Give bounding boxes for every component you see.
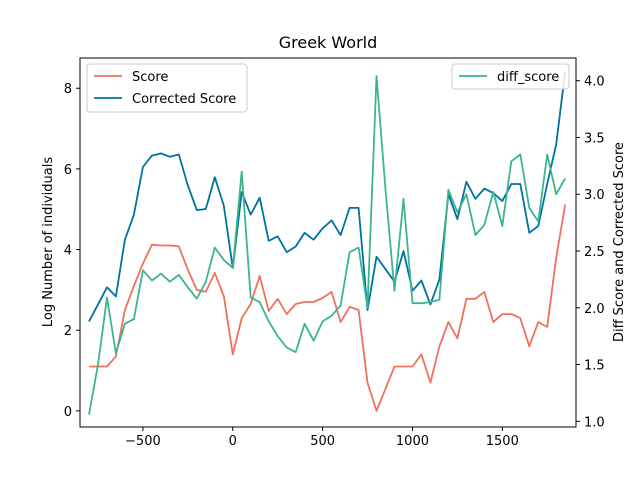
x-tick-label: 1500 bbox=[486, 434, 519, 449]
x-tick-label: −500 bbox=[125, 434, 161, 449]
y-right-tick-label: 2.0 bbox=[584, 302, 605, 317]
series-line-corrected-score bbox=[88, 71, 567, 322]
legend-diff-score-label: diff_score bbox=[497, 70, 559, 85]
series-line-score bbox=[89, 204, 567, 412]
x-tick-label: 1000 bbox=[396, 434, 429, 449]
legend-right-box bbox=[451, 63, 570, 90]
y-right-tick-label: 1.0 bbox=[584, 415, 605, 430]
legend-score-label: Score bbox=[132, 70, 168, 85]
y-left-tick-label: 8 bbox=[64, 82, 72, 97]
y-axis-left-label: Log Number of individuals bbox=[41, 157, 56, 327]
y-right-tick-label: 4.0 bbox=[584, 75, 605, 90]
y-right-tick-label: 3.5 bbox=[584, 131, 605, 146]
plot-lines bbox=[88, 71, 567, 415]
y-right-tick-label: 3.0 bbox=[584, 188, 605, 203]
y-axis-right: 1.0 1.5 2.0 2.5 3.0 3.5 4.0 bbox=[576, 75, 605, 430]
y-axis-left: 0 2 4 6 8 bbox=[64, 82, 80, 420]
y-right-tick-label: 2.5 bbox=[584, 245, 605, 260]
plot-frame bbox=[79, 57, 577, 428]
chart-title: Greek World bbox=[279, 33, 378, 52]
y-left-tick-label: 6 bbox=[64, 163, 72, 178]
legend-right: diff_score bbox=[451, 63, 570, 90]
x-tick-label: 0 bbox=[229, 434, 237, 449]
x-axis: −500 0 500 1000 1500 bbox=[125, 427, 519, 449]
y-left-tick-label: 4 bbox=[64, 244, 72, 259]
legend-left: Score Corrected Score bbox=[86, 63, 248, 113]
y-right-tick-label: 1.5 bbox=[584, 359, 605, 374]
y-left-tick-label: 0 bbox=[64, 405, 72, 420]
legend-left-box bbox=[86, 63, 248, 113]
x-tick-label: 500 bbox=[310, 434, 335, 449]
y-left-tick-label: 2 bbox=[64, 324, 72, 339]
series-line-diff-score bbox=[88, 75, 566, 415]
legend-corrected-score-label: Corrected Score bbox=[132, 92, 236, 107]
y-axis-right-label: Diff Score and Corrected Score bbox=[612, 142, 627, 342]
